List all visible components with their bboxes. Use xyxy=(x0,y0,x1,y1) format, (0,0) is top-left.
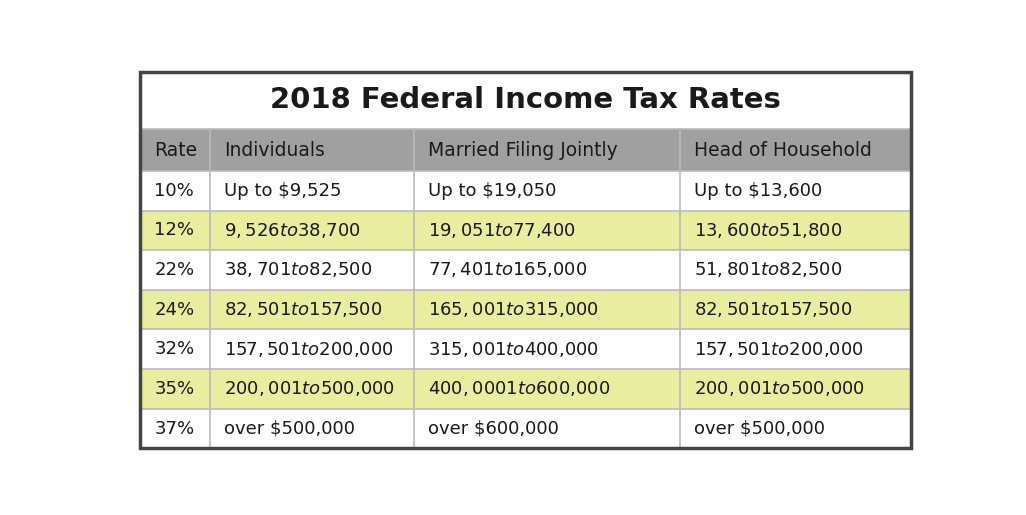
Bar xyxy=(413,290,680,330)
Bar xyxy=(141,211,209,250)
Text: 37%: 37% xyxy=(155,420,195,438)
Text: $157,501 to $200,000: $157,501 to $200,000 xyxy=(224,340,394,359)
Text: Individuals: Individuals xyxy=(224,141,325,160)
Bar xyxy=(413,409,680,449)
Text: $9,526 to $38,700: $9,526 to $38,700 xyxy=(224,221,360,240)
Text: 2018 Federal Income Tax Rates: 2018 Federal Income Tax Rates xyxy=(271,87,781,114)
Bar xyxy=(413,211,680,250)
Text: over $500,000: over $500,000 xyxy=(224,420,355,438)
Text: 10%: 10% xyxy=(155,182,194,200)
Text: 35%: 35% xyxy=(155,380,195,398)
Bar xyxy=(209,290,413,330)
Bar xyxy=(141,290,209,330)
Bar xyxy=(141,250,209,290)
Bar xyxy=(141,72,911,129)
Text: $38,701 to $82,500: $38,701 to $82,500 xyxy=(224,261,372,280)
Text: Married Filing Jointly: Married Filing Jointly xyxy=(428,141,618,160)
Bar xyxy=(141,171,209,211)
Text: Head of Household: Head of Household xyxy=(695,141,872,160)
Bar xyxy=(680,290,911,330)
Text: Up to $19,050: Up to $19,050 xyxy=(428,182,557,200)
Bar xyxy=(680,330,911,369)
Text: Up to $9,525: Up to $9,525 xyxy=(224,182,342,200)
Text: over $600,000: over $600,000 xyxy=(428,420,559,438)
Bar xyxy=(141,129,209,171)
Bar xyxy=(141,330,209,369)
Text: 24%: 24% xyxy=(155,301,195,319)
Text: $315,001 to $400,000: $315,001 to $400,000 xyxy=(428,340,599,359)
Bar xyxy=(680,409,911,449)
Text: 12%: 12% xyxy=(155,221,195,239)
Bar xyxy=(209,211,413,250)
Text: 22%: 22% xyxy=(155,261,195,279)
Bar xyxy=(413,369,680,409)
Bar xyxy=(413,171,680,211)
Bar xyxy=(209,129,413,171)
Bar xyxy=(209,171,413,211)
Text: $82,501 to $157,500: $82,501 to $157,500 xyxy=(224,300,383,319)
Bar xyxy=(680,171,911,211)
Text: $165,001 to $315,000: $165,001 to $315,000 xyxy=(428,300,599,319)
Bar xyxy=(680,129,911,171)
Text: Up to $13,600: Up to $13,600 xyxy=(695,182,823,200)
Text: $13,600 to $51,800: $13,600 to $51,800 xyxy=(695,221,842,240)
Text: $157,501 to $200,000: $157,501 to $200,000 xyxy=(695,340,864,359)
Bar xyxy=(209,330,413,369)
Text: over $500,000: over $500,000 xyxy=(695,420,825,438)
Bar xyxy=(141,409,209,449)
Bar xyxy=(680,211,911,250)
Text: 32%: 32% xyxy=(155,340,195,358)
Text: Rate: Rate xyxy=(155,141,198,160)
Bar xyxy=(680,250,911,290)
Text: $200,001 to $500,000: $200,001 to $500,000 xyxy=(695,380,866,399)
Text: $77,401 to $165,000: $77,401 to $165,000 xyxy=(428,261,588,280)
Text: $200,001 to $500,000: $200,001 to $500,000 xyxy=(224,380,395,399)
Text: $19,051 to $77,400: $19,051 to $77,400 xyxy=(428,221,576,240)
Bar xyxy=(141,369,209,409)
Bar xyxy=(413,330,680,369)
Text: $82,501 to $157,500: $82,501 to $157,500 xyxy=(695,300,853,319)
Bar xyxy=(413,250,680,290)
Bar xyxy=(209,409,413,449)
Text: $51,801 to $82,500: $51,801 to $82,500 xyxy=(695,261,842,280)
Text: $400,0001 to $600,000: $400,0001 to $600,000 xyxy=(428,380,610,399)
Bar xyxy=(209,369,413,409)
Bar xyxy=(413,129,680,171)
Bar xyxy=(680,369,911,409)
Bar xyxy=(209,250,413,290)
